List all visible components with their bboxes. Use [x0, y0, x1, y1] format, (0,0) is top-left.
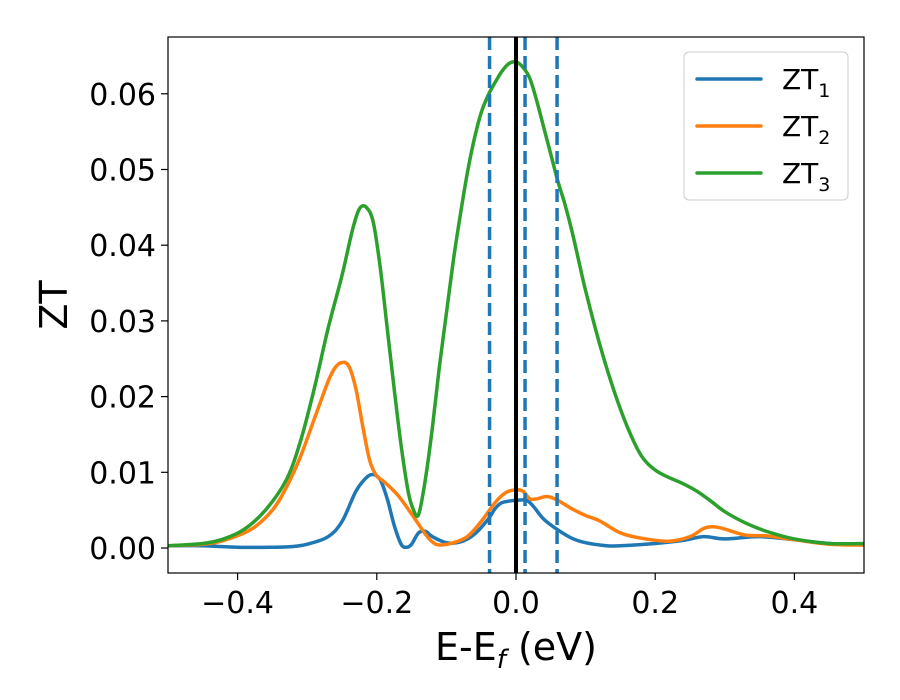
x-tick-label: −0.2 [340, 586, 413, 621]
vertical-lines-layer [487, 37, 559, 573]
x-tick-label: 0.4 [771, 586, 819, 621]
legend-frame [683, 51, 849, 201]
y-axis-ticks: 0.00 0.01 0.02 0.03 0.04 0.05 0.06 [89, 78, 168, 567]
x-tick-label: −0.4 [201, 586, 274, 621]
series-layer [168, 59, 864, 550]
y-tick-label: 0.06 [89, 78, 156, 113]
x-tick-label: 0.2 [631, 586, 679, 621]
y-axis-label: ZT [32, 280, 76, 330]
y-tick-label: 0.00 [89, 532, 156, 567]
x-axis-label: E-Ef (eV) [435, 625, 597, 675]
y-tick-label: 0.03 [89, 305, 156, 340]
x-axis-ticks: −0.4 −0.2 0.0 0.2 0.4 [201, 573, 818, 621]
x-axis-label-unit: (eV) [506, 625, 597, 669]
x-axis-label-main: E-E [435, 625, 497, 669]
series-line-zt2 [168, 360, 864, 548]
y-tick-label: 0.02 [89, 381, 156, 416]
y-tick-label: 0.04 [89, 229, 156, 264]
legend-entries: ZT1 ZT2 ZT3 [695, 63, 830, 196]
legend-label-zt3: ZT3 [782, 157, 830, 196]
y-tick-label: 0.01 [89, 456, 156, 491]
legend-label-zt2: ZT2 [782, 110, 830, 149]
y-tick-label: 0.05 [89, 153, 156, 188]
legend-label-zt1: ZT1 [782, 63, 830, 102]
x-tick-label: 0.0 [492, 586, 540, 621]
series-line-zt3 [168, 59, 864, 548]
legend: ZT1 ZT2 ZT3 [683, 51, 849, 201]
